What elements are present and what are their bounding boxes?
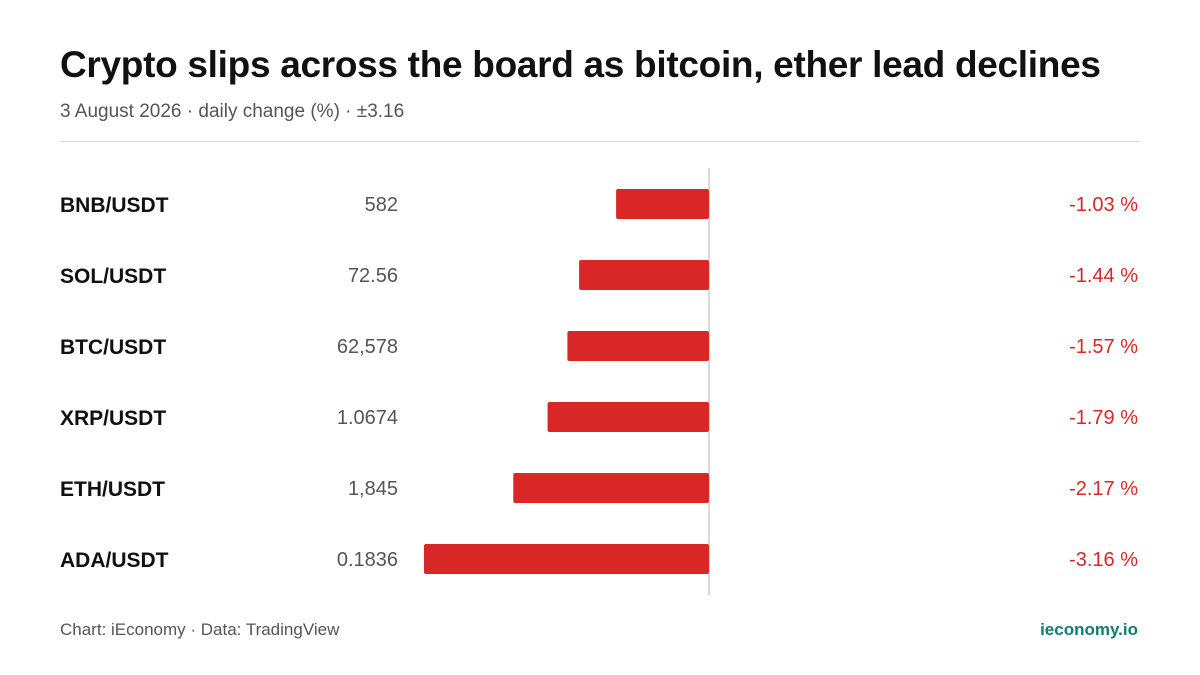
price-label: 1.0674 [337,407,398,429]
price-label: 0.1836 [337,549,398,571]
brand-link[interactable]: ieconomy.io [1040,620,1138,639]
change-bar [567,331,709,361]
header-divider [60,141,1140,142]
change-bar [513,473,709,503]
change-value-label: -1.03 % [1069,194,1138,216]
change-value-label: -1.44 % [1069,265,1138,287]
price-label: 62,578 [337,336,398,358]
change-value-label: -2.17 % [1069,478,1138,500]
source-credit: Chart: iEconomy · Data: TradingView [60,620,340,639]
change-value-label: -1.57 % [1069,336,1138,358]
pair-label: BNB/USDT [60,194,169,217]
pair-label: BTC/USDT [60,336,166,359]
price-label: 72.56 [348,265,398,287]
pair-label: ETH/USDT [60,478,165,501]
price-label: 582 [365,194,398,216]
change-bar [579,260,709,290]
change-value-label: -1.79 % [1069,407,1138,429]
chart-subtitle: 3 August 2026 · daily change (%) · ±3.16 [60,101,405,122]
price-label: 1,845 [348,478,398,500]
pair-label: SOL/USDT [60,265,166,288]
bar-chart: BNB/USDT 582 -1.03 % SOL/USDT 72.56 -1.44 % BT… [60,168,1138,595]
change-value-label: -3.16 % [1069,549,1138,571]
change-bar [616,189,709,219]
chart-title: Crypto slips across the board as bitcoin… [60,44,1101,85]
pair-label: XRP/USDT [60,407,166,430]
pair-label: ADA/USDT [60,549,169,572]
change-bar [424,544,709,574]
change-bar [547,402,709,432]
